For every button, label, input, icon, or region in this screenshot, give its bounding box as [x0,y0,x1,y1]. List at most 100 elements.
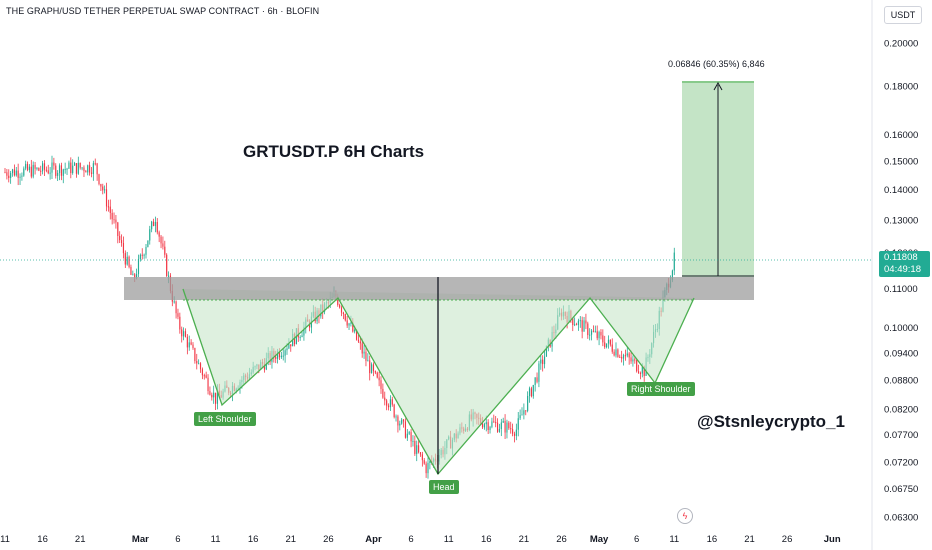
chart-title-annotation: GRTUSDT.P 6H Charts [243,142,425,161]
y-tick-label: 0.08800 [884,375,918,386]
candle [154,216,156,233]
candle [72,159,74,175]
candle [673,247,675,276]
candle [412,435,414,447]
candle [609,339,611,347]
candle [207,374,209,395]
candle [179,312,181,334]
candle [386,398,388,411]
candle [96,162,98,181]
candle [590,328,593,341]
candle [122,236,125,259]
candle [42,160,44,175]
candle [30,159,32,179]
candle [487,419,489,435]
x-tick-label: 11 [669,534,679,545]
candle [502,417,504,424]
candle [414,435,416,456]
candle [639,371,642,380]
author-watermark: @Stsnleycrypto_1 [697,412,845,431]
candle [416,440,418,462]
candle [43,160,46,176]
candle [344,313,346,322]
candle [6,169,8,180]
left-shoulder-label: Left Shoulder [194,412,256,426]
candle [378,371,380,387]
candle [282,348,284,361]
candle [519,409,521,420]
candle [81,167,83,171]
candle [164,240,166,258]
candle [105,182,108,212]
candle [515,423,517,441]
x-tick-label: 21 [75,534,86,545]
candle [55,163,57,179]
candle [198,359,200,365]
candle [66,167,68,175]
candle [100,183,102,191]
y-tick-label: 0.06300 [884,513,918,524]
candle [17,163,19,186]
candle [517,412,519,437]
candle [585,313,587,330]
candle [92,160,94,181]
candle [581,316,583,339]
x-tick-label: Jun [824,534,841,545]
candle [284,348,286,363]
candle [406,428,408,441]
candle [508,420,510,430]
candle [183,327,185,341]
candle [162,236,164,250]
candle [21,172,23,181]
x-axis: 11 16 21 Mar 6 11 16 21 26 Apr 6 11 16 21 26 May 6 11 16 21… [0,534,841,545]
candle [188,335,190,351]
candle [192,342,194,350]
candle [572,317,574,332]
candle [391,396,393,407]
x-tick-label: 11 [0,534,10,545]
candle [11,168,14,177]
candle [147,240,149,248]
candle [280,351,282,359]
candle [427,457,429,479]
candle [404,418,407,439]
candle [589,328,591,341]
candle [45,166,47,173]
candle [622,353,625,366]
candle [606,343,608,349]
candle [62,168,64,184]
candle [408,430,410,436]
candle [513,431,516,443]
candle [425,461,427,478]
y-tick-label: 0.20000 [884,39,918,50]
candle [89,161,91,176]
candle [49,167,51,180]
candle [340,305,343,317]
x-tick-label: Apr [365,534,382,545]
candle [575,322,578,326]
candle [201,367,203,380]
candle [199,362,202,373]
lightning-icon[interactable]: ϟ [677,508,693,524]
candle [26,161,29,172]
candle [495,416,497,428]
candle [290,344,292,352]
candle [137,254,140,277]
candle [371,362,373,374]
currency-selector[interactable]: USDT [884,6,922,24]
candle [8,169,10,183]
candle [107,199,109,212]
symbol-header: THE GRAPH/USD TETHER PERPETUAL SWAP CONT… [6,6,320,16]
candle [184,328,187,338]
candle [25,160,27,171]
candle [94,158,96,166]
candle [203,373,205,380]
target-arrowhead [713,81,723,91]
candle [382,383,384,399]
x-tick-label: 21 [285,534,296,545]
candle [87,164,89,176]
candle [496,418,499,433]
candle [604,335,606,349]
candle [19,173,21,185]
